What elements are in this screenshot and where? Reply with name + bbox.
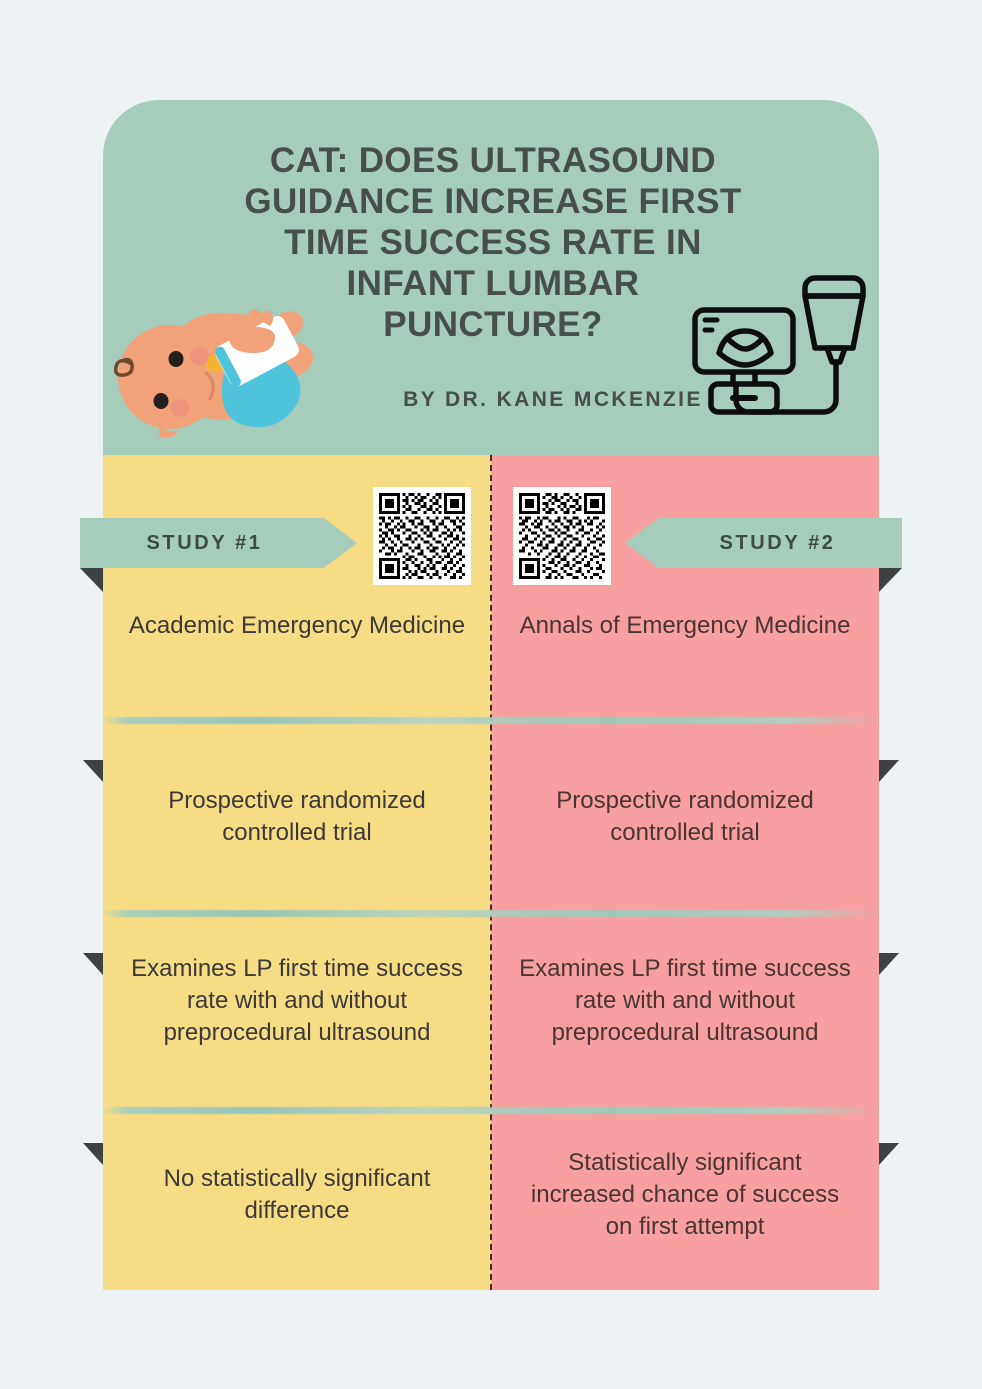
row-fold-right-3 <box>879 1143 899 1165</box>
row-divider-3 <box>103 1107 879 1114</box>
study-1-column <box>103 455 491 1290</box>
study-2-row-2: Prospective randomized controlled trial <box>556 787 814 846</box>
author-byline: BY DR. KANE MCKENZIE <box>403 388 703 411</box>
study-2-row-4: Statistically significant increased chan… <box>530 1149 840 1240</box>
center-dashed-divider <box>490 455 492 1290</box>
row-divider-2 <box>103 910 879 917</box>
row-divider-1 <box>103 717 879 724</box>
study-2-column <box>491 455 879 1290</box>
study-2-row-1: Annals of Emergency Medicine <box>519 612 851 639</box>
study-1-row-3: Examines LP first time success rate with… <box>131 955 463 1046</box>
study-2-banner-fold <box>879 568 902 592</box>
row-fold-left-2 <box>83 953 103 975</box>
row-fold-right-1 <box>879 760 899 782</box>
study-2-banner: STUDY #2 <box>625 518 902 568</box>
row-fold-left-1 <box>83 760 103 782</box>
study-2-banner-label: STUDY #2 <box>719 531 836 554</box>
qr-code-study-1[interactable] <box>373 487 471 585</box>
study-1-banner: STUDY #1 <box>80 518 357 568</box>
row-fold-left-3 <box>83 1143 103 1165</box>
study-1-row-2: Prospective randomized controlled trial <box>168 787 426 846</box>
study-1-banner-fold <box>80 568 103 592</box>
study-1-banner-label: STUDY #1 <box>146 531 263 554</box>
header-panel: CAT: DOES ULTRASOUND GUIDANCE INCREASE F… <box>103 100 879 455</box>
qr-code-study-2[interactable] <box>513 487 611 585</box>
study-1-row-4: No statistically significant difference <box>163 1165 431 1224</box>
page-title: CAT: DOES ULTRASOUND GUIDANCE INCREASE F… <box>244 141 742 344</box>
study-2-row-3: Examines LP first time success rate with… <box>519 955 851 1046</box>
comparison-panels: STUDY #1 STUDY #2 <box>80 455 902 1290</box>
study-1-row-1: Academic Emergency Medicine <box>128 612 466 639</box>
row-fold-right-2 <box>879 953 899 975</box>
baby-with-bottle-illustration <box>113 309 314 439</box>
ultrasound-machine-icon <box>692 275 866 415</box>
